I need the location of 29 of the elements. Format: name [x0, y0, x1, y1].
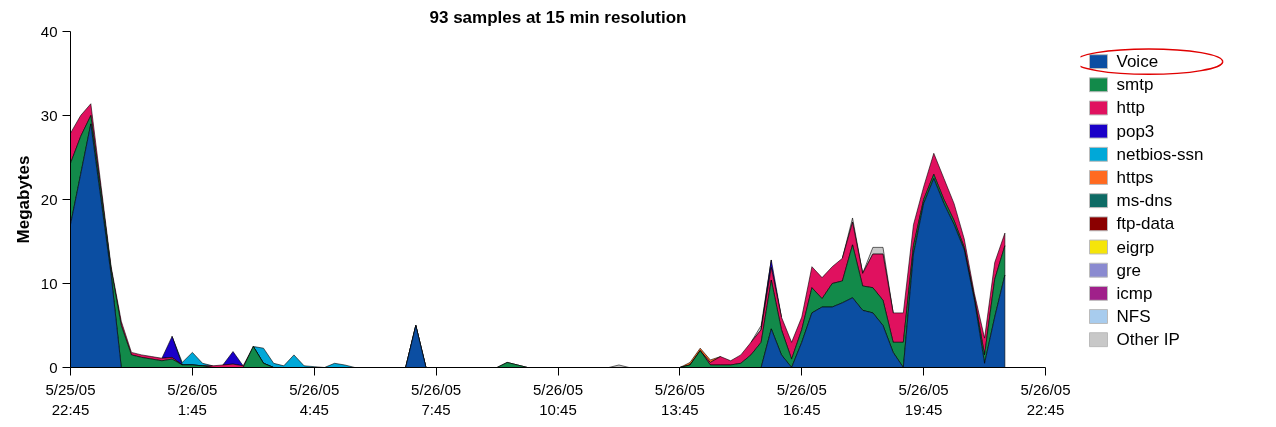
x-tick-label: 5/25/05 22:45: [45, 380, 96, 418]
legend-label: https: [1116, 167, 1154, 187]
legend-label: ftp-data: [1116, 214, 1175, 234]
legend-label: pop3: [1116, 121, 1155, 141]
legend-label: icmp: [1116, 283, 1153, 303]
legend-label: Other IP: [1116, 330, 1180, 350]
legend-label: eigrp: [1116, 237, 1155, 257]
legend-label: gre: [1116, 260, 1142, 280]
legend-label: Voice: [1116, 52, 1159, 72]
y-tick-label: 40: [40, 22, 58, 40]
y-tick-label: 20: [40, 190, 58, 208]
legend-label: ms-dns: [1116, 191, 1173, 211]
x-tick-label: 5/26/05 10:45: [532, 380, 584, 418]
chart-title: 93 samples at 15 min resolution: [429, 7, 687, 27]
x-tick-label: 5/26/05 1:45: [167, 380, 218, 418]
x-tick-label: 5/26/05 19:45: [898, 380, 949, 418]
legend-label: http: [1116, 98, 1145, 118]
y-axis-title: Megabytes: [13, 155, 33, 244]
x-tick-label: 5/26/05 13:45: [654, 380, 705, 418]
y-tick-label: 10: [40, 274, 58, 292]
legend-label: smtp: [1116, 75, 1154, 95]
x-tick-label: 5/26/05 22:45: [1020, 380, 1071, 418]
y-tick-label: 30: [40, 106, 58, 124]
x-tick-label: 5/26/05 16:45: [776, 380, 827, 418]
x-tick-label: 5/26/05 4:45: [289, 380, 340, 418]
y-tick-label: 0: [49, 358, 58, 376]
legend-label: NFS: [1116, 307, 1151, 327]
legend-label: netbios-ssn: [1116, 144, 1204, 164]
x-tick-label: 5/26/05 7:45: [411, 380, 462, 418]
